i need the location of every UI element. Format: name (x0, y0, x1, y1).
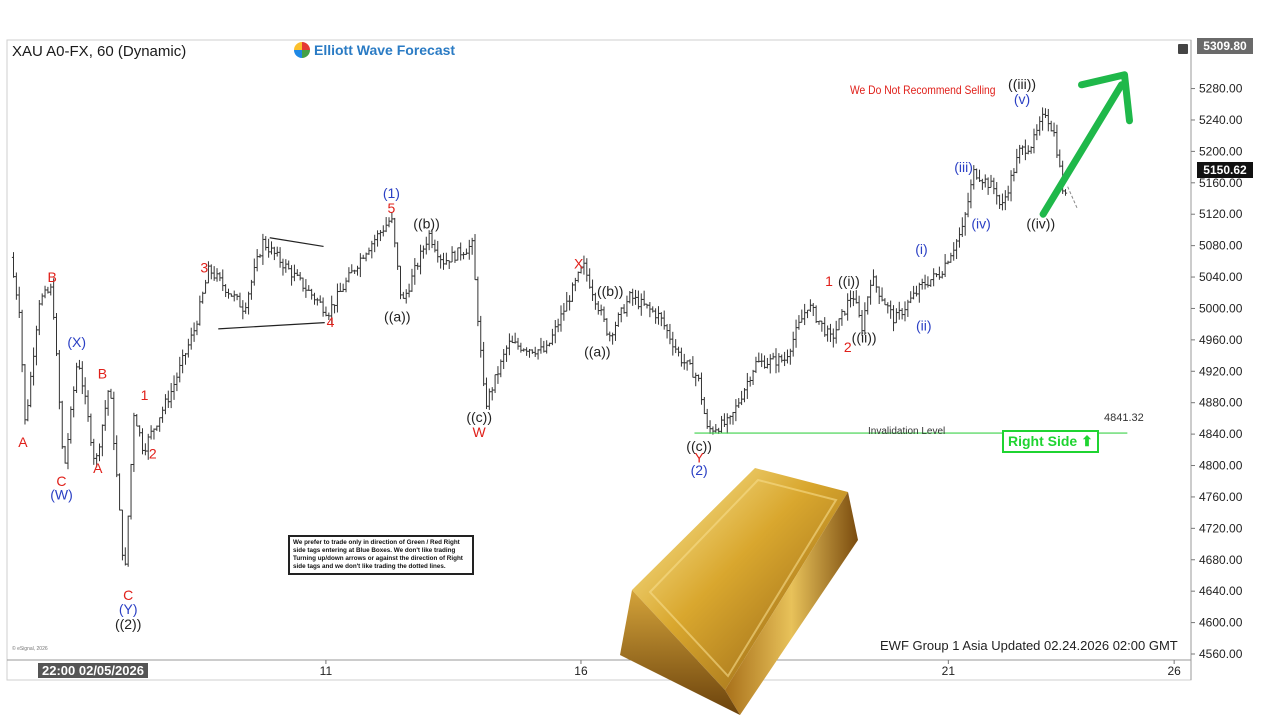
y-tick-label: 4720.00 (1199, 521, 1243, 535)
invalidation-label: Invalidation Level (868, 426, 946, 437)
x-tick-label: 26 (1167, 664, 1181, 678)
wave-label: (Y) (119, 601, 138, 617)
time-axis: 11 16 21 26 (320, 660, 1181, 678)
wave-label: 3 (200, 260, 208, 276)
wave-label: ((a)) (384, 308, 410, 324)
plot-frame (6, 39, 1192, 681)
y-tick-label: 4960.00 (1199, 333, 1243, 347)
symbol-title: XAU A0-FX, 60 (Dynamic) (12, 43, 187, 60)
y-tick-label: 4760.00 (1199, 490, 1243, 504)
x-tick-label: 11 (320, 664, 333, 678)
wave-label: 2 (149, 446, 157, 462)
wave-labels: ABC(W)(X)ABC(Y)((2))1234(1)5((b))((a))((… (18, 76, 1055, 632)
wave-label: ((2)) (115, 616, 141, 632)
wave-label: 1 (825, 273, 833, 289)
y-tick-label: 5120.00 (1199, 207, 1243, 221)
y-tick-label: 4680.00 (1199, 553, 1243, 567)
triangle-line (218, 321, 325, 330)
y-tick-label: 4880.00 (1199, 396, 1243, 410)
arrow-head (1078, 71, 1133, 125)
wave-label: ((b)) (597, 283, 623, 299)
brand: Elliott Wave Forecast (294, 42, 455, 58)
wave-label: B (47, 269, 56, 285)
copyright: © eSignal, 2026 (12, 646, 48, 652)
wave-label: (W) (50, 487, 73, 503)
y-tick-label: 5080.00 (1199, 239, 1243, 253)
wave-label: 2 (844, 339, 852, 355)
wave-label: ((c)) (466, 409, 492, 425)
brand-name: Elliott Wave Forecast (314, 42, 456, 58)
wave-label: ((ii)) (852, 330, 877, 346)
wave-label: (1) (383, 185, 400, 201)
wave-label: (2) (691, 462, 708, 478)
y-tick-label: 4640.00 (1199, 584, 1243, 598)
wave-label: ((c)) (686, 438, 712, 454)
arrow-shaft (1039, 81, 1125, 218)
y-tick-label: 5040.00 (1199, 270, 1243, 284)
top-price-label: 5309.80 (1197, 38, 1253, 54)
update-footer: EWF Group 1 Asia Updated 02.24.2026 02:0… (880, 638, 1178, 653)
y-tick-label: 4560.00 (1199, 647, 1243, 661)
projection-dotted-line (1067, 186, 1078, 209)
wave-label: ((a)) (584, 344, 610, 360)
price-axis: 5280.00 5240.00 5200.00 5160.00 5120.00 5080.… (1191, 82, 1243, 661)
x-tick-label: 21 (942, 664, 956, 678)
y-tick-label: 5240.00 (1199, 113, 1243, 127)
target-arrow (1039, 71, 1133, 218)
date-cursor-label: 22:00 02/05/2026 (38, 663, 148, 678)
y-tick-label: 4600.00 (1199, 616, 1243, 630)
wave-label: Y (694, 450, 704, 466)
wave-label: A (18, 434, 28, 450)
ohlc-bars (11, 107, 1068, 567)
triangle-lines (218, 237, 325, 330)
y-tick-label: 4800.00 (1199, 459, 1243, 473)
wave-label: X (574, 256, 584, 272)
wave-label: ((iv)) (1026, 216, 1055, 232)
wave-label: 1 (141, 387, 149, 403)
wave-label: B (98, 366, 107, 382)
wave-label: A (93, 460, 103, 476)
y-tick-label: 5200.00 (1199, 144, 1243, 158)
current-price-label: 5150.62 (1197, 162, 1253, 178)
y-tick-label: 4920.00 (1199, 364, 1243, 378)
wave-label: 5 (388, 200, 396, 216)
chart-menu-icon[interactable] (1178, 44, 1188, 54)
wave-label: ((b)) (413, 216, 439, 232)
wave-label: (X) (67, 334, 86, 350)
x-tick-label: 16 (574, 664, 588, 678)
wave-label: ((i)) (838, 273, 860, 289)
wave-label: (iv) (971, 216, 990, 232)
right-side-tag: Right Side ⬆ (1002, 430, 1099, 453)
wave-label: (v) (1014, 91, 1030, 107)
wave-label: C (123, 587, 133, 603)
recommendation-text: We Do Not Recommend Selling (850, 83, 996, 97)
y-tick-label: 5160.00 (1199, 176, 1243, 190)
wave-label: (ii) (916, 318, 932, 334)
wave-label: 4 (327, 314, 335, 330)
gold-bar-image (620, 468, 858, 715)
invalidation-value: 4841.32 (1104, 412, 1144, 424)
wave-label: W (473, 424, 487, 440)
wave-label: (iii) (954, 159, 973, 175)
y-tick-label: 5280.00 (1199, 82, 1243, 96)
y-tick-label: 4840.00 (1199, 427, 1243, 441)
wave-label: ((iii)) (1008, 76, 1036, 92)
brand-logo-icon (294, 42, 310, 58)
trading-note: We prefer to trade only in direction of … (288, 535, 474, 575)
y-tick-label: 5000.00 (1199, 301, 1243, 315)
triangle-line (269, 237, 324, 248)
wave-label: C (56, 473, 66, 489)
wave-label: (i) (915, 241, 927, 257)
